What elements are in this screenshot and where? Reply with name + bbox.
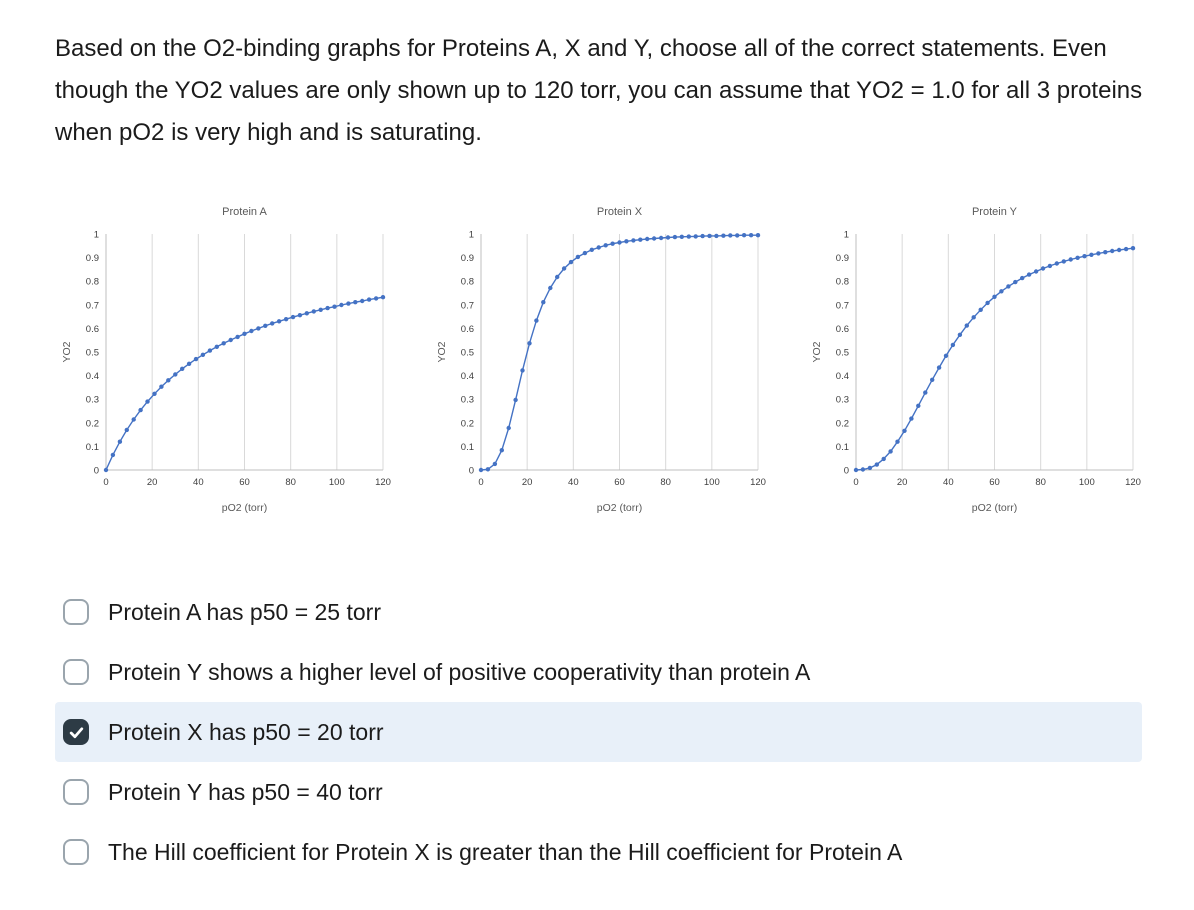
- svg-text:20: 20: [147, 477, 158, 488]
- svg-text:100: 100: [329, 477, 345, 488]
- svg-text:0.3: 0.3: [836, 395, 849, 406]
- svg-text:80: 80: [1035, 477, 1046, 488]
- svg-text:1: 1: [844, 230, 849, 241]
- svg-text:20: 20: [897, 477, 908, 488]
- svg-text:Protein X: Protein X: [597, 206, 643, 218]
- svg-text:0.7: 0.7: [86, 300, 99, 311]
- checkbox-unchecked[interactable]: [63, 779, 89, 805]
- svg-text:0.6: 0.6: [86, 324, 99, 335]
- svg-text:0.8: 0.8: [461, 277, 474, 288]
- svg-text:0.2: 0.2: [86, 418, 99, 429]
- svg-text:YO2: YO2: [436, 341, 448, 362]
- svg-text:0: 0: [94, 466, 99, 477]
- svg-text:YO2: YO2: [61, 341, 73, 362]
- svg-text:0.8: 0.8: [836, 277, 849, 288]
- protein-a-chart: 0 0.1 0.2 0.3 0.4 0.5 0.6 0.7 0.8 0.9 1 0 20 40 60 80 10…: [58, 200, 393, 518]
- svg-text:0.2: 0.2: [461, 418, 474, 429]
- quiz-question-page: Based on the O2-binding graphs for Prote…: [0, 28, 1194, 910]
- option-label: The Hill coefficient for Protein X is gr…: [108, 839, 903, 865]
- question-text: Based on the O2-binding graphs for Prote…: [55, 35, 1143, 146]
- svg-text:40: 40: [568, 477, 579, 488]
- option-row-protein-x-p50[interactable]: Protein X has p50 = 20 torr: [55, 702, 1142, 762]
- svg-text:0: 0: [478, 477, 483, 488]
- svg-text:40: 40: [943, 477, 954, 488]
- svg-text:0.2: 0.2: [836, 418, 849, 429]
- svg-text:60: 60: [614, 477, 625, 488]
- svg-text:0.9: 0.9: [461, 253, 474, 264]
- protein-x-chart: 0 0.1 0.2 0.3 0.4 0.5 0.6 0.7 0.8 0.9 1 0 20 40 60 80 10…: [433, 200, 768, 518]
- answer-options-list: Protein A has p50 = 25 torr Protein Y sh…: [55, 582, 1142, 882]
- option-row-protein-y-cooperativity[interactable]: Protein Y shows a higher level of positi…: [55, 642, 1142, 702]
- svg-text:0.8: 0.8: [86, 277, 99, 288]
- svg-text:120: 120: [750, 477, 766, 488]
- svg-text:1: 1: [469, 230, 474, 241]
- protein-y-chart: 0 0.1 0.2 0.3 0.4 0.5 0.6 0.7 0.8 0.9 1 0 20 40 60 80 10…: [808, 200, 1143, 518]
- svg-text:120: 120: [375, 477, 391, 488]
- svg-text:0.1: 0.1: [86, 442, 99, 453]
- option-label: Protein Y has p50 = 40 torr: [108, 779, 383, 805]
- svg-text:0.7: 0.7: [836, 300, 849, 311]
- svg-text:0.5: 0.5: [86, 348, 99, 359]
- svg-text:0.1: 0.1: [461, 442, 474, 453]
- svg-text:0.3: 0.3: [461, 395, 474, 406]
- svg-text:20: 20: [522, 477, 533, 488]
- svg-text:40: 40: [193, 477, 204, 488]
- svg-text:0.4: 0.4: [461, 371, 474, 382]
- charts-row: 0 0.1 0.2 0.3 0.4 0.5 0.6 0.7 0.8 0.9 1 0 20 40 60 80 10…: [58, 200, 1194, 518]
- svg-text:0.4: 0.4: [86, 371, 99, 382]
- svg-text:pO2 (torr): pO2 (torr): [972, 502, 1018, 514]
- svg-text:0.6: 0.6: [461, 324, 474, 335]
- svg-text:0.5: 0.5: [836, 348, 849, 359]
- checkbox-unchecked[interactable]: [63, 599, 89, 625]
- svg-text:YO2: YO2: [811, 341, 823, 362]
- option-row-protein-y-p50[interactable]: Protein Y has p50 = 40 torr: [55, 762, 1142, 822]
- svg-text:60: 60: [989, 477, 1000, 488]
- svg-text:0: 0: [103, 477, 108, 488]
- svg-text:0.9: 0.9: [836, 253, 849, 264]
- checkbox-checked[interactable]: [63, 719, 89, 745]
- svg-text:100: 100: [704, 477, 720, 488]
- checkbox-unchecked[interactable]: [63, 659, 89, 685]
- option-label: Protein Y shows a higher level of positi…: [108, 659, 811, 685]
- svg-text:120: 120: [1125, 477, 1141, 488]
- protein-a-chart-svg: 0 0.1 0.2 0.3 0.4 0.5 0.6 0.7 0.8 0.9 1 0 20 40 60 80 10…: [61, 206, 391, 514]
- checkbox-unchecked[interactable]: [63, 839, 89, 865]
- checkmark-icon: [69, 726, 83, 738]
- svg-text:pO2 (torr): pO2 (torr): [222, 502, 268, 514]
- svg-text:100: 100: [1079, 477, 1095, 488]
- svg-text:0.9: 0.9: [86, 253, 99, 264]
- svg-text:0.3: 0.3: [86, 395, 99, 406]
- svg-text:Protein A: Protein A: [222, 206, 267, 218]
- svg-text:0.7: 0.7: [461, 300, 474, 311]
- svg-text:60: 60: [239, 477, 250, 488]
- svg-text:0: 0: [469, 466, 474, 477]
- svg-text:80: 80: [285, 477, 296, 488]
- svg-text:0: 0: [844, 466, 849, 477]
- svg-text:0: 0: [853, 477, 858, 488]
- option-row-protein-a-p50[interactable]: Protein A has p50 = 25 torr: [55, 582, 1142, 642]
- svg-text:1: 1: [94, 230, 99, 241]
- svg-text:0.5: 0.5: [461, 348, 474, 359]
- svg-text:Protein Y: Protein Y: [972, 206, 1018, 218]
- svg-text:pO2 (torr): pO2 (torr): [597, 502, 643, 514]
- svg-text:0.1: 0.1: [836, 442, 849, 453]
- option-row-hill-coefficient[interactable]: The Hill coefficient for Protein X is gr…: [55, 822, 1142, 882]
- option-label: Protein A has p50 = 25 torr: [108, 599, 381, 625]
- svg-text:80: 80: [660, 477, 671, 488]
- option-label: Protein X has p50 = 20 torr: [108, 719, 384, 745]
- protein-y-chart-svg: 0 0.1 0.2 0.3 0.4 0.5 0.6 0.7 0.8 0.9 1 0 20 40 60 80 10…: [811, 206, 1141, 514]
- protein-x-chart-svg: 0 0.1 0.2 0.3 0.4 0.5 0.6 0.7 0.8 0.9 1 0 20 40 60 80 10…: [436, 206, 766, 514]
- svg-text:0.6: 0.6: [836, 324, 849, 335]
- svg-text:0.4: 0.4: [836, 371, 849, 382]
